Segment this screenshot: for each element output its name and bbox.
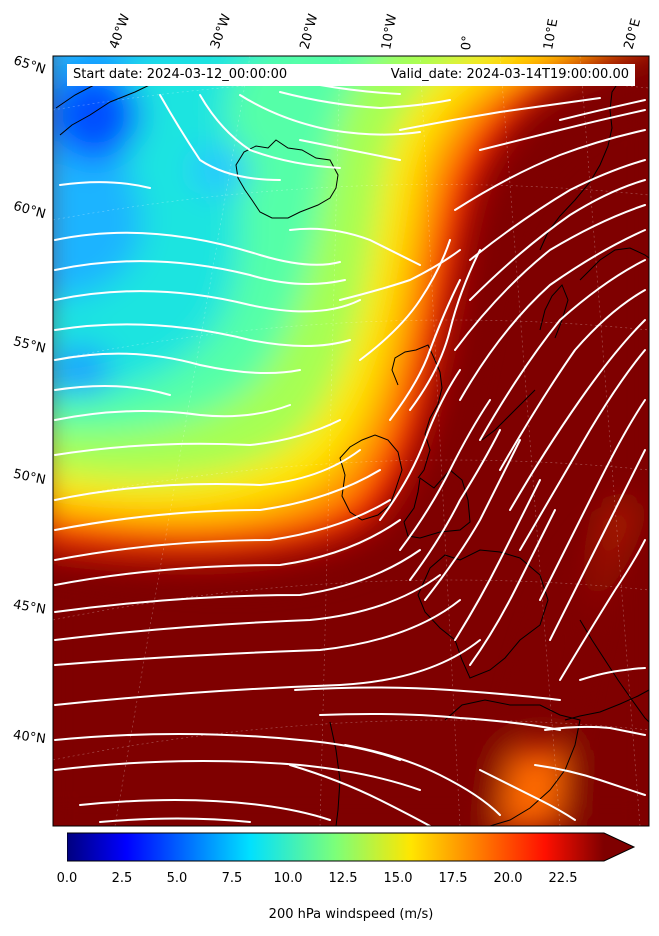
norway-coast: [539, 73, 631, 251]
date-info-box: Start date: 2024-03-12_00:00:00 Valid_da…: [67, 64, 635, 86]
lon-label-0: 0°: [459, 34, 476, 51]
denmark-coast: [539, 284, 569, 339]
cbar-tick-3: 7.5: [221, 871, 243, 886]
italy-coast: [579, 619, 649, 723]
cbar-tick-0: 0.0: [56, 871, 78, 886]
iberia-coast: [444, 699, 581, 826]
map-panel: [52, 55, 650, 827]
cbar-tick-6: 15.0: [383, 871, 413, 886]
scotland-coast: [391, 344, 443, 479]
iberia-west: [329, 721, 341, 826]
start-date-text: Start date: 2024-03-12_00:00:00: [73, 67, 288, 82]
england-coast: [403, 469, 471, 539]
netherlands-coast: [481, 389, 536, 441]
france-coast: [417, 549, 549, 679]
iceland-coast: [235, 139, 339, 219]
cbar-tick-8: 20.0: [493, 871, 523, 886]
windspeed-field: [53, 56, 649, 826]
graticule: [53, 56, 649, 826]
ireland-coast: [339, 434, 403, 521]
cbar-tick-2: 5.0: [166, 871, 188, 886]
cbar-tick-7: 17.5: [438, 871, 468, 886]
cbar-tick-5: 12.5: [328, 871, 358, 886]
cbar-tick-1: 2.5: [111, 871, 133, 886]
colorbar: [67, 832, 636, 862]
north-africa-coast: [564, 689, 649, 721]
coastlines: [55, 69, 649, 826]
cbar-tick-4: 10.0: [273, 871, 303, 886]
colorbar-label: 200 hPa windspeed (m/s): [268, 907, 434, 922]
valid-date-text: Valid_date: 2024-03-14T19:00:00.00: [390, 67, 629, 82]
baltic-coast: [579, 247, 649, 281]
map-border: [52, 55, 650, 827]
streamlines: [54, 84, 646, 826]
cbar-tick-9: 22.5: [548, 871, 578, 886]
